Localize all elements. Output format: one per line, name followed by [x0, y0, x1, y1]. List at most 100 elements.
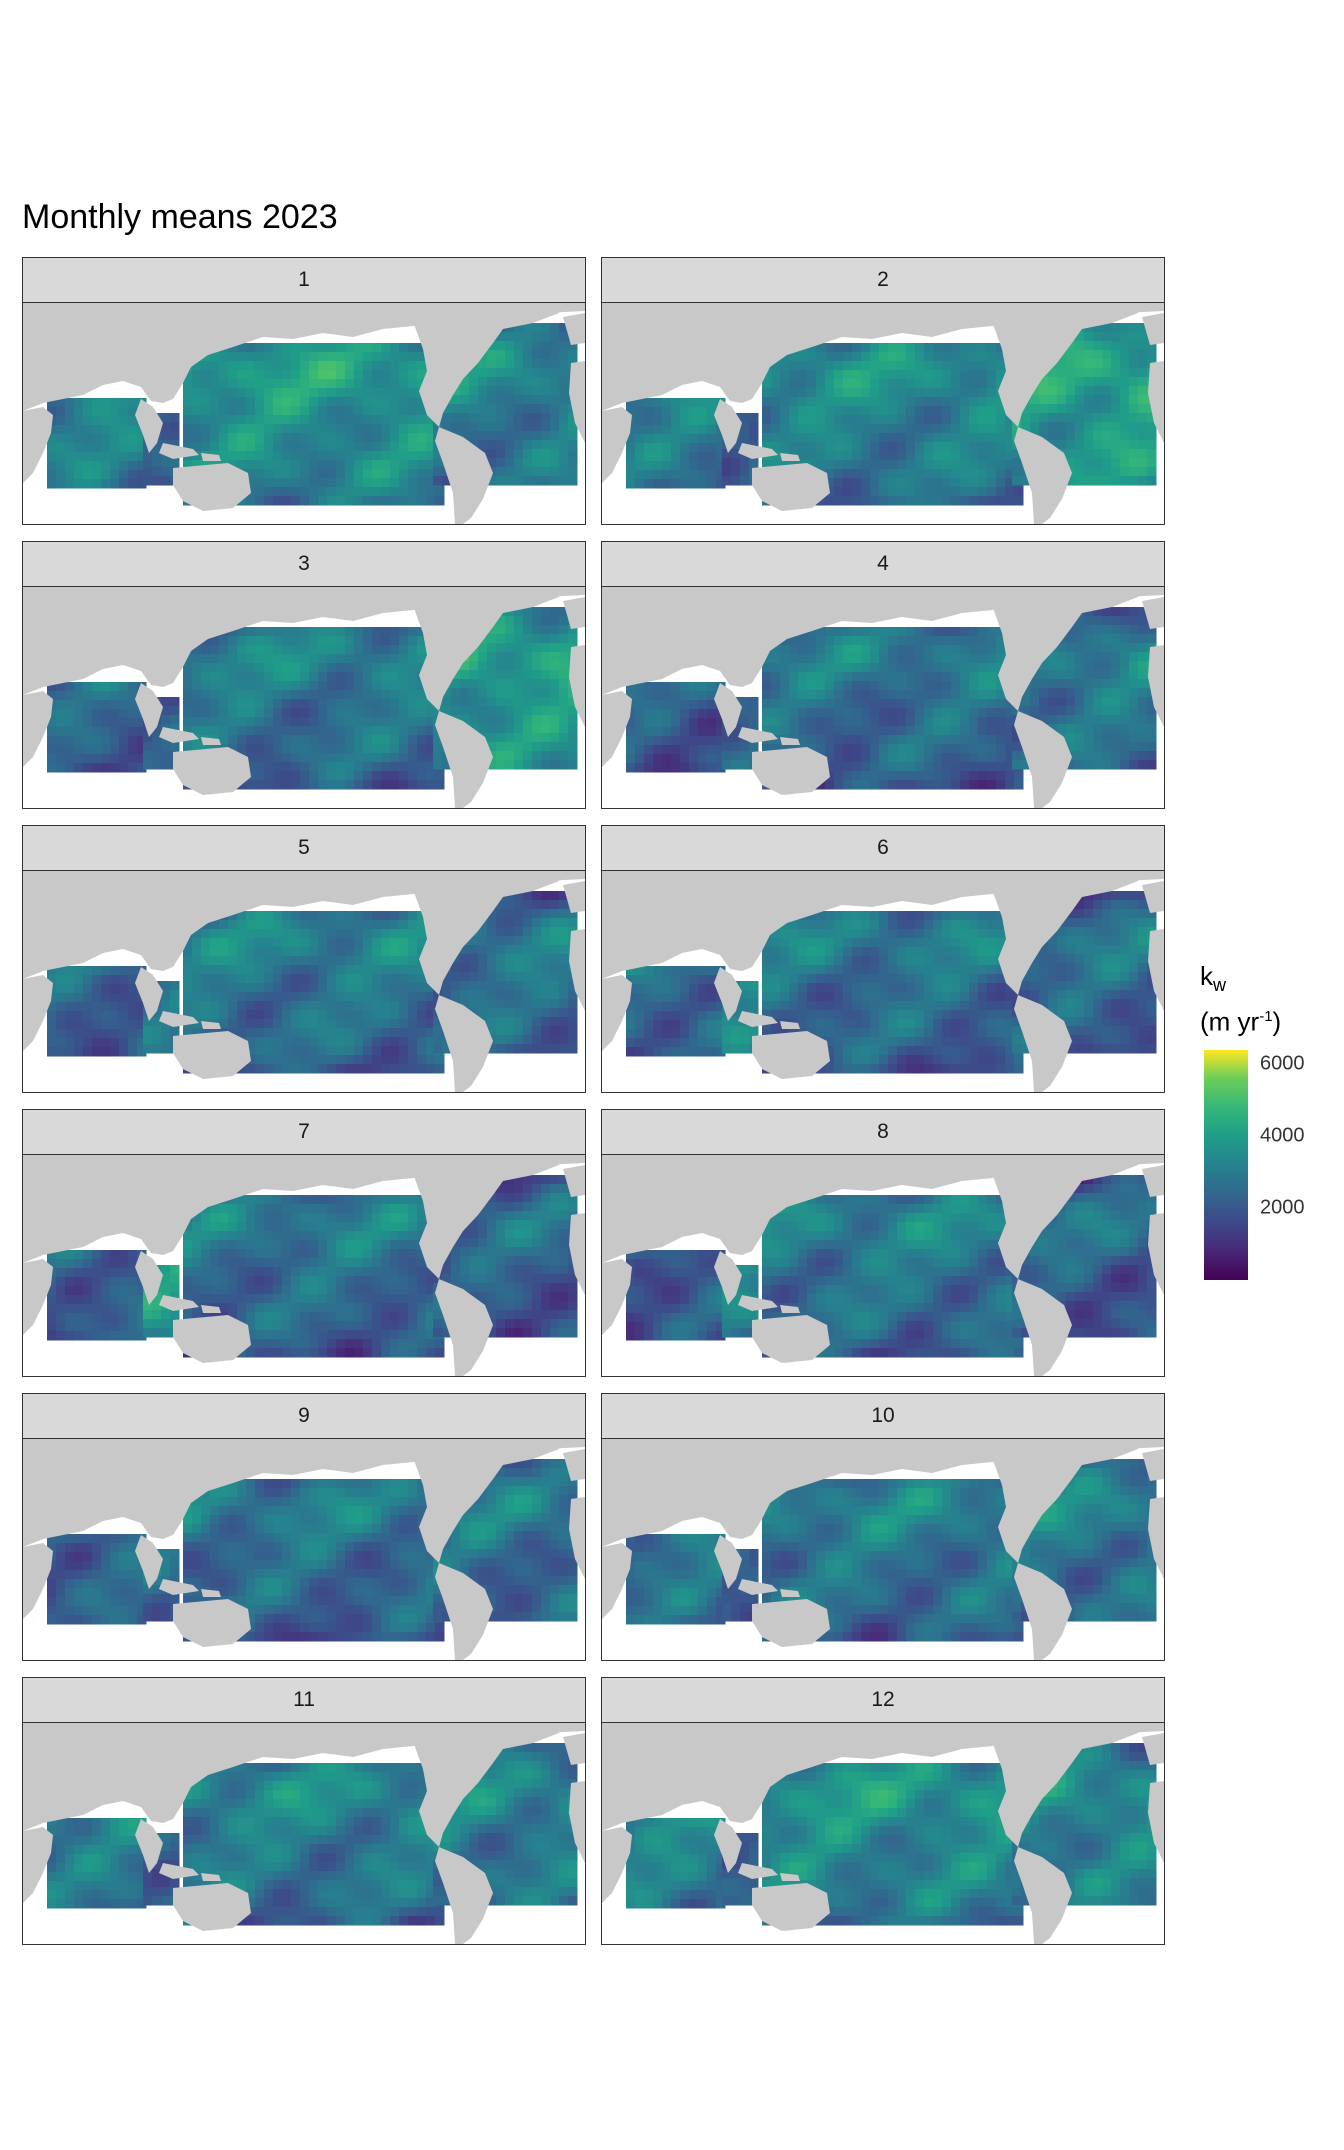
ocean-cell [408, 636, 418, 646]
ocean-cell [532, 368, 542, 378]
ocean-cell [1057, 724, 1067, 734]
ocean-cell [255, 929, 265, 939]
ocean-cell [309, 433, 319, 443]
land-mass [413, 587, 563, 711]
ocean-cell [722, 1035, 732, 1045]
ocean-cell [1048, 688, 1058, 698]
ocean-cell [671, 727, 681, 737]
ocean-cell [861, 433, 871, 443]
ocean-cell [897, 415, 907, 425]
ocean-cell [372, 397, 382, 407]
ocean-cell [1057, 377, 1067, 387]
ocean-cell [300, 451, 310, 461]
kw-map [23, 303, 585, 524]
ocean-cell [128, 452, 138, 462]
ocean-cell [762, 717, 772, 727]
ocean-cell [505, 350, 515, 360]
ocean-cell [442, 1044, 452, 1054]
ocean-cell [255, 1037, 265, 1047]
ocean-cell [978, 343, 988, 353]
ocean-cell [300, 956, 310, 966]
ocean-cell [83, 479, 93, 489]
ocean-cell [550, 625, 560, 635]
ocean-cell [1138, 670, 1148, 680]
ocean-cell [327, 911, 337, 921]
ocean-cell [505, 476, 515, 486]
ocean-cell [1111, 323, 1121, 333]
ocean-cell [101, 470, 111, 480]
ocean-cell [496, 945, 506, 955]
ocean-cell [680, 416, 690, 426]
ocean-cell [47, 718, 57, 728]
ocean-cell [996, 654, 1006, 664]
ocean-cell [1102, 359, 1112, 369]
ocean-cell [309, 645, 319, 655]
ocean-cell [478, 963, 488, 973]
ocean-cell [74, 416, 84, 426]
ocean-cell [514, 368, 524, 378]
ocean-cell [273, 726, 283, 736]
ocean-cell [1005, 478, 1015, 488]
ocean-cell [698, 700, 708, 710]
ocean-cell [969, 478, 979, 488]
ocean-cell [523, 936, 533, 946]
ocean-cell [523, 616, 533, 626]
ocean-cell [291, 1064, 301, 1074]
ocean-cell [336, 663, 346, 673]
ocean-cell [228, 911, 238, 921]
ocean-cell [417, 627, 427, 637]
ocean-cell [1129, 386, 1139, 396]
ocean-cell [327, 1001, 337, 1011]
ocean-cell [680, 443, 690, 453]
ocean-cell [318, 744, 328, 754]
ocean-cell [192, 965, 202, 975]
ocean-cell [978, 726, 988, 736]
ocean-cell [399, 645, 409, 655]
ocean-cell [119, 745, 129, 755]
ocean-cell [318, 406, 328, 416]
ocean-cell [644, 1038, 654, 1048]
ocean-cell [635, 1038, 645, 1048]
ocean-cell [825, 352, 835, 362]
ocean-cell [780, 433, 790, 443]
ocean-cell [74, 682, 84, 692]
ocean-cell [568, 1044, 578, 1054]
ocean-cell [372, 478, 382, 488]
ocean-cell [83, 407, 93, 417]
ocean-cell [478, 404, 488, 414]
ocean-cell [915, 672, 925, 682]
ocean-cell [1111, 616, 1121, 626]
ocean-cell [987, 442, 997, 452]
ocean-cell [671, 398, 681, 408]
ocean-cell [255, 478, 265, 488]
ocean-cell [1084, 332, 1094, 342]
ocean-cell [309, 424, 319, 434]
ocean-cell [762, 992, 772, 1002]
ocean-cell [496, 431, 506, 441]
ocean-cell [56, 984, 66, 994]
ocean-cell [568, 1008, 578, 1018]
ocean-cell [363, 735, 373, 745]
ocean-cell [559, 999, 569, 1009]
ocean-cell [906, 726, 916, 736]
ocean-cell [83, 754, 93, 764]
ocean-cell [550, 963, 560, 973]
ocean-cell [399, 708, 409, 718]
ocean-cell [487, 1044, 497, 1054]
ocean-cell [336, 1028, 346, 1038]
ocean-cell [282, 947, 292, 957]
ocean-cell [740, 981, 750, 991]
ocean-cell [1093, 688, 1103, 698]
ocean-cell [201, 672, 211, 682]
ocean-cell [978, 645, 988, 655]
ocean-cell [852, 496, 862, 506]
ocean-cell [532, 751, 542, 761]
ocean-cell [417, 478, 427, 488]
ocean-cell [996, 487, 1006, 497]
ocean-cell [987, 771, 997, 781]
ocean-cell [345, 654, 355, 664]
land-mass [780, 737, 800, 745]
ocean-cell [487, 936, 497, 946]
ocean-cell [1057, 431, 1067, 441]
ocean-cell [309, 974, 319, 984]
